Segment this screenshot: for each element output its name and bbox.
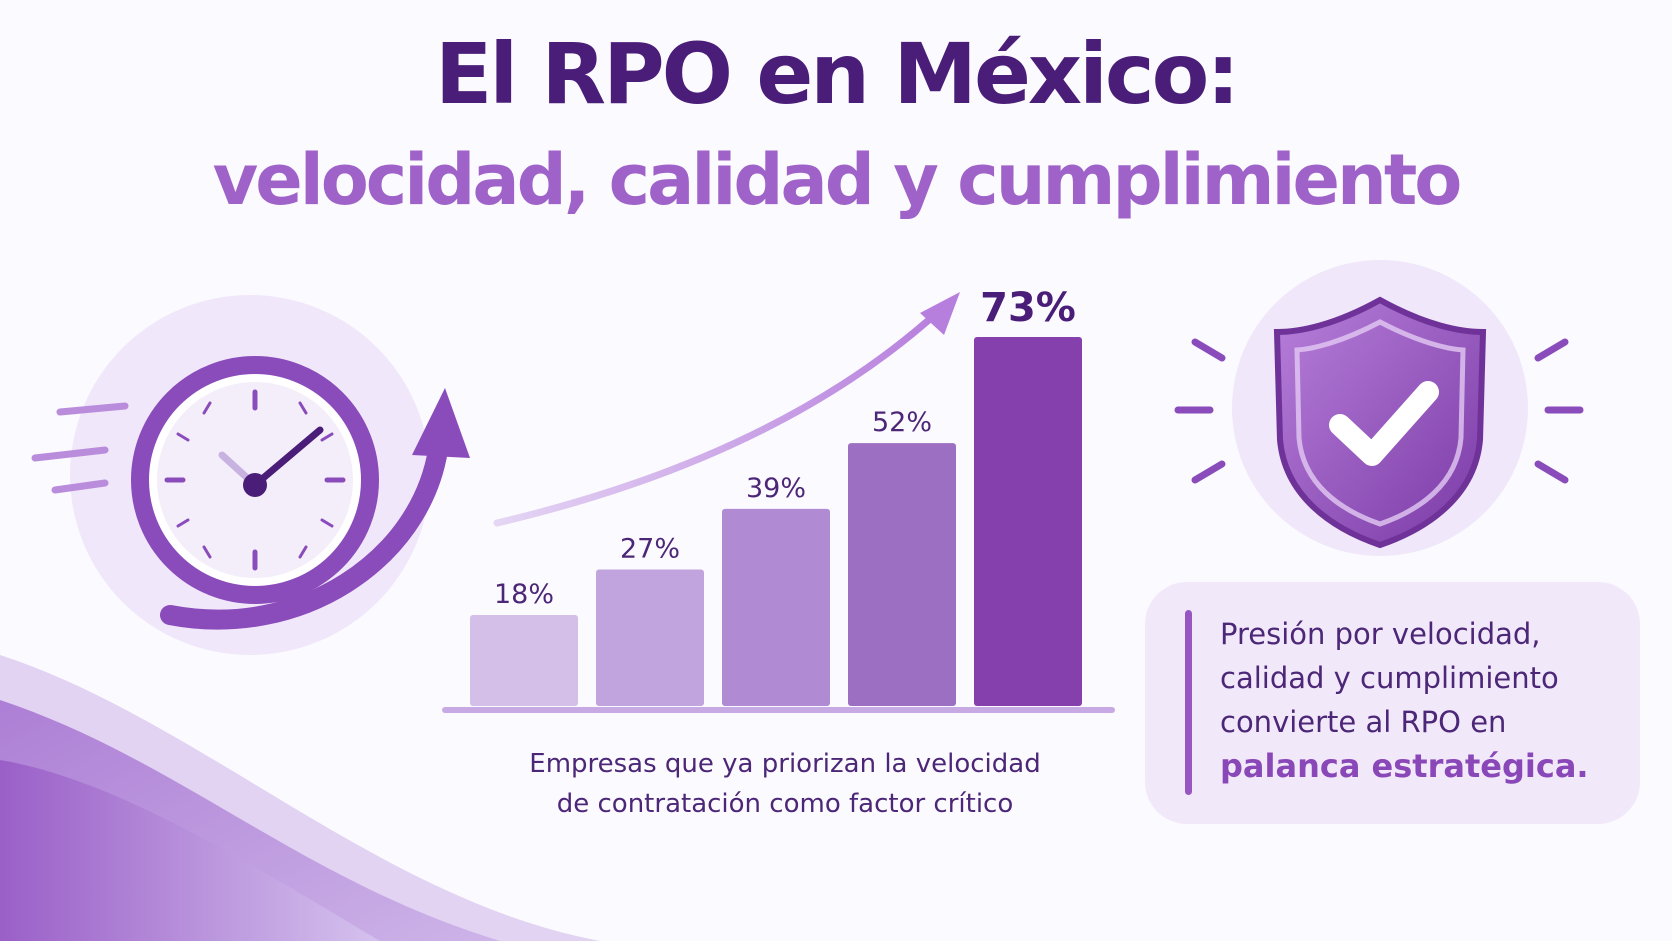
callout-card: Presión por velocidad, calidad y cumplim…	[1145, 582, 1640, 824]
page-subtitle: velocidad, calidad y cumplimiento	[212, 139, 1463, 221]
page-title: El RPO en México:	[435, 25, 1240, 123]
chart-caption-line-2: de contratación como factor crítico	[556, 789, 1014, 819]
callout-line-2: calidad y cumplimiento	[1220, 661, 1559, 695]
chart-caption: Empresas que ya priorizan la velocidad d…	[470, 744, 1100, 824]
callout-accent-bar	[1185, 610, 1192, 795]
chart-caption-line-1: Empresas que ya priorizan la velocidad	[529, 749, 1041, 779]
callout-emphasis: palanca estratégica.	[1220, 747, 1589, 785]
callout-line-1: Presión por velocidad,	[1220, 617, 1541, 651]
wave-dark	[0, 760, 380, 941]
callout-line-3: convierte al RPO en	[1220, 705, 1507, 739]
callout-text: Presión por velocidad, calidad y cumplim…	[1220, 612, 1630, 788]
